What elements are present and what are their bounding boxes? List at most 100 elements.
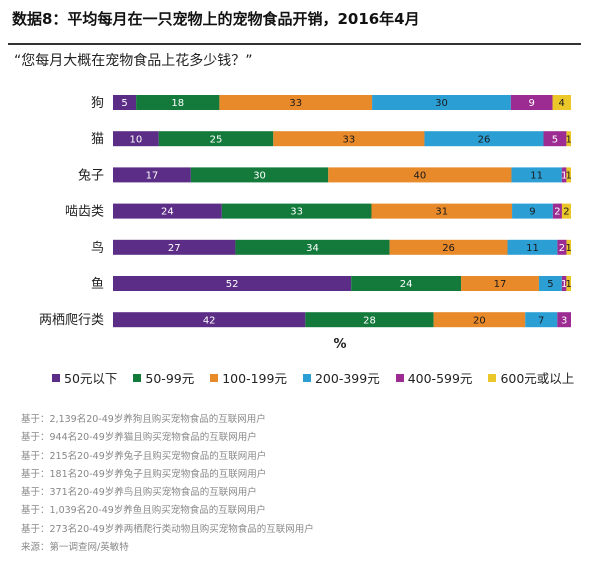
data-label: 18	[171, 98, 184, 109]
bar-segment	[566, 167, 571, 183]
footnote-line: 来源：第一调查网/英敏特	[21, 542, 129, 554]
legend-swatch	[395, 373, 404, 382]
footnote-line: 基于：1,039名20-49岁养鱼且购买宠物食品的互联网用户	[21, 505, 266, 517]
bar-segment	[561, 167, 567, 183]
data-label: 20	[473, 315, 486, 326]
footnote-line: 基于：944名20-49岁养猫且购买宠物食品的互联网用户	[21, 432, 257, 444]
bar-segment	[113, 276, 352, 291]
data-label: 7	[538, 315, 544, 326]
bar-segment	[552, 203, 562, 219]
legend-swatch	[133, 373, 142, 382]
bar-segment	[433, 312, 526, 328]
data-label: 17	[494, 279, 507, 290]
legend-item: 100-199元	[210, 368, 287, 387]
data-label: 3	[561, 315, 567, 326]
data-label: 1	[566, 134, 572, 145]
chart-title: 数据8：平均每月在一只宠物上的宠物食品开销，2016年4月	[12, 10, 420, 28]
data-label: 2	[554, 207, 560, 218]
bar-segment	[219, 95, 373, 110]
bar-segment	[561, 276, 567, 291]
bar-segment	[543, 131, 567, 147]
title-divider	[8, 43, 581, 45]
bar-segment	[273, 131, 425, 147]
bar-segment	[389, 239, 508, 255]
legend-swatch	[302, 373, 311, 382]
footnote-line: 基于：371名20-49岁养鸟且购买宠物食品的互联网用户	[21, 487, 257, 499]
data-label: 52	[226, 279, 239, 290]
data-label: 9	[529, 207, 535, 218]
legend-label: 200-399元	[314, 371, 380, 386]
bar-segment	[371, 203, 513, 219]
footnote-line: 基于：181名20-49岁养兔子且购买宠物食品的互联网用户	[21, 468, 267, 480]
bar-segment	[372, 95, 511, 110]
legend-label: 100-199元	[222, 371, 287, 386]
data-label: 5	[121, 98, 127, 109]
data-label: 24	[400, 279, 413, 290]
data-label: 33	[289, 98, 302, 109]
bar-segment	[113, 131, 159, 147]
data-label: 1	[561, 171, 567, 182]
legend-swatch	[210, 373, 219, 382]
data-label: 33	[343, 134, 356, 145]
data-label: 2	[559, 243, 565, 254]
bar-segment	[305, 312, 434, 328]
legend-item: 50-99元	[133, 368, 194, 387]
bar-segment	[113, 312, 306, 328]
data-label: 1	[566, 279, 572, 290]
data-label: 5	[552, 134, 558, 145]
data-label: 10	[130, 134, 143, 145]
data-label: 34	[306, 243, 319, 254]
data-label: 28	[363, 315, 376, 326]
data-label: 27	[168, 243, 181, 254]
data-label: 2	[563, 207, 569, 218]
bar-segment	[512, 203, 553, 219]
bar-segment	[113, 203, 222, 219]
data-label: 4	[559, 98, 565, 109]
category-label: 啮齿类	[65, 205, 104, 220]
bar-segment	[511, 167, 562, 183]
bar-segment	[557, 239, 567, 255]
data-label: 26	[442, 243, 455, 254]
category-label: 鸟	[91, 240, 104, 256]
bar-segment	[351, 276, 462, 291]
data-label: 31	[435, 207, 448, 218]
data-label: 1	[561, 279, 567, 290]
bar-segment	[113, 95, 137, 110]
data-label: 24	[161, 207, 174, 218]
legend-item: 400-599元	[395, 368, 472, 387]
data-label: 40	[413, 171, 426, 182]
legend-label: 50元以下	[64, 371, 118, 386]
bar-segment	[566, 239, 571, 255]
data-label: 9	[528, 98, 534, 109]
legend-item: 600元或以上	[488, 368, 574, 387]
category-label: 狗	[91, 96, 104, 111]
bar-segment	[461, 276, 539, 291]
footnote-line: 基于：215名20-49岁养兔子且购买宠物食品的互联网用户	[21, 450, 267, 462]
data-label: 25	[210, 134, 223, 145]
data-label: 26	[478, 134, 491, 145]
bar-segment	[566, 131, 571, 147]
category-label: 两栖爬行类	[39, 313, 104, 328]
bar-segment	[328, 167, 512, 183]
category-label: 猫	[91, 132, 104, 147]
data-label: 30	[253, 171, 266, 182]
bar-segment	[113, 239, 236, 255]
data-label: 42	[203, 315, 216, 326]
data-label: 11	[530, 171, 543, 182]
footnote-line: 基于：273名20-49岁养两栖爬行类动物且购买宠物食品的互联网用户	[21, 523, 314, 535]
category-label: 兔子	[78, 168, 104, 183]
survey-question: “您每月大概在宠物食品上花多少钱？”	[14, 53, 253, 69]
data-label: 5	[547, 279, 553, 290]
bar-segment	[158, 131, 274, 147]
x-axis-label: %	[333, 337, 346, 352]
bar-segment	[561, 203, 571, 219]
legend-swatch	[52, 373, 60, 382]
footnotes: 基于：2,139名20-49岁养狗且购买宠物食品的互联网用户 基于：944名20-…	[21, 411, 314, 557]
legend-swatch	[488, 373, 497, 382]
category-label: 鱼	[91, 276, 104, 292]
data-label: 17	[146, 171, 159, 182]
bar-segment	[552, 95, 571, 110]
data-label: 33	[290, 207, 303, 218]
chart-legend: 50元以下 50-99元 100-199元 200-399元 400-599元 600元或…	[52, 368, 574, 387]
data-label: 11	[526, 243, 539, 254]
